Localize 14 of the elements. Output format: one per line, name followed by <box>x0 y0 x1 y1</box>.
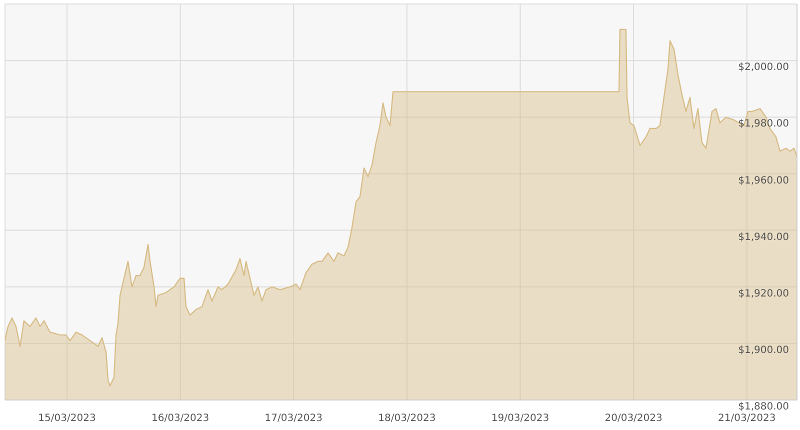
x-tick-label: 21/03/2023 <box>718 413 776 424</box>
x-tick-label: 15/03/2023 <box>38 413 96 424</box>
y-tick-label: $1,920.00 <box>738 288 789 300</box>
y-tick-label: $2,000.00 <box>738 62 789 74</box>
x-tick-label: 20/03/2023 <box>604 413 662 424</box>
y-tick-label: $1,980.00 <box>738 118 789 130</box>
x-tick-label: 18/03/2023 <box>378 413 436 424</box>
y-tick-label: $1,940.00 <box>738 232 789 243</box>
y-tick-label: $1,880.00 <box>738 402 789 413</box>
x-tick-label: 19/03/2023 <box>491 413 550 424</box>
y-tick-label: $1,900.00 <box>738 344 789 356</box>
x-tick-label: 17/03/2023 <box>264 413 322 424</box>
x-tick-label: 16/03/2023 <box>152 413 210 424</box>
y-tick-label: $1,960.00 <box>738 175 789 186</box>
